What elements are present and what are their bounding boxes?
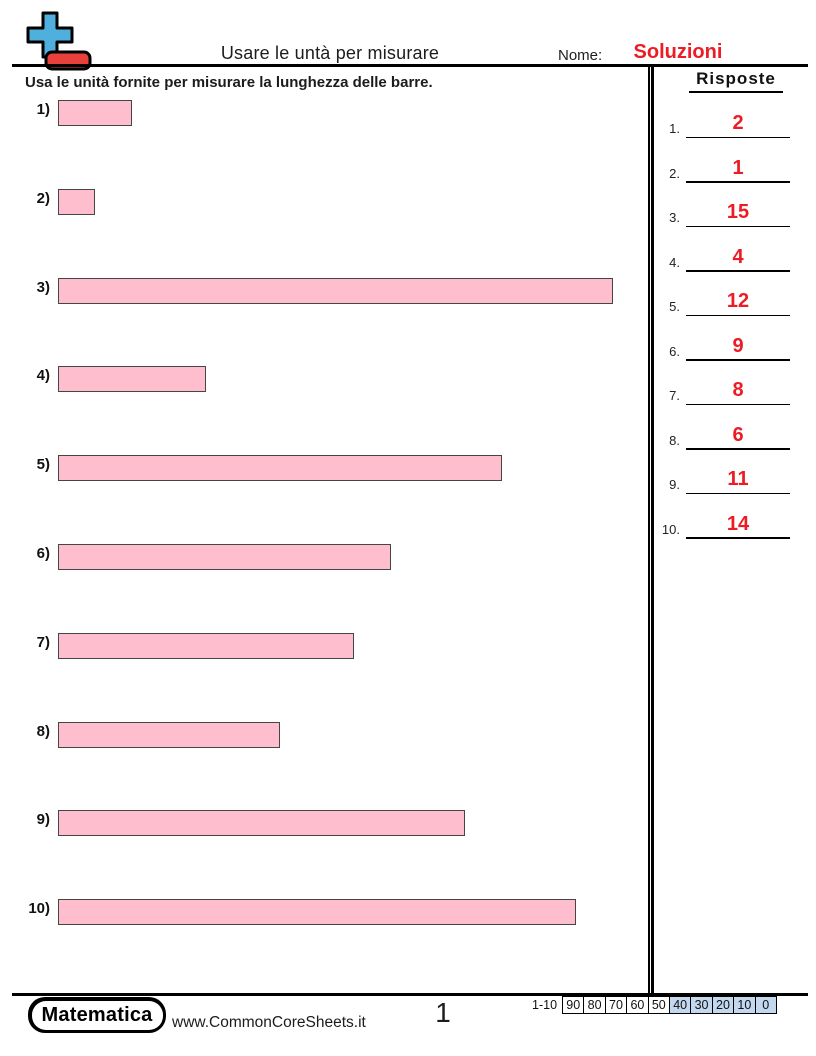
answer-blank-line [686, 181, 790, 183]
answer-blank-line [686, 270, 790, 272]
score-cell: 0 [754, 996, 777, 1014]
problem-row: 9) [0, 810, 650, 838]
page-number: 1 [435, 997, 451, 1028]
problem-number-label: 5) [36, 456, 50, 474]
problem-number-label: 8) [36, 722, 50, 740]
name-value-solutions: Soluzioni [633, 41, 723, 63]
answer-blank-line [686, 492, 790, 495]
score-cell: 10 [733, 996, 756, 1014]
problem-row: 5) [0, 455, 650, 483]
answer-value: 4 [732, 245, 744, 268]
brand-badge: Matematica [28, 997, 166, 1033]
instruction-text: Usa le unità fornite per misurare la lun… [25, 74, 433, 91]
score-cell: 90 [562, 996, 585, 1014]
problem-number-label: 3) [36, 278, 50, 296]
problem-number-label: 1) [36, 101, 50, 118]
website-url: www.CommonCoreSheets.it [172, 1014, 366, 1031]
answer-number-label: 9. [669, 477, 680, 493]
problem-number-label: 7) [36, 633, 50, 651]
score-cell: 80 [583, 996, 606, 1014]
answer-item: 1. 2 [654, 108, 792, 138]
answers-header-wrap: Risposte [658, 69, 814, 93]
answer-number-label: 7. [669, 388, 680, 404]
score-range-label: 1-10 [532, 998, 558, 1012]
answer-blank-line [686, 314, 790, 317]
problem-number-label: 4) [36, 367, 50, 385]
answer-value: 11 [727, 468, 749, 491]
answer-item: 6. 9 [654, 331, 792, 361]
measurement-bar [58, 188, 95, 215]
measurement-bar [58, 100, 132, 126]
answer-blank-line [686, 359, 790, 361]
score-cell: 40 [668, 996, 692, 1014]
score-cell: 50 [647, 996, 670, 1014]
answer-number-label: 8. [669, 432, 680, 448]
answer-value: 14 [726, 512, 750, 535]
answer-value: 8 [732, 379, 744, 402]
brand-name: Matematica [31, 1000, 163, 1030]
answer-blank-line [686, 537, 790, 539]
answer-blank-line [686, 403, 790, 406]
header-divider-line [12, 64, 808, 67]
answers-title: Risposte [689, 69, 783, 93]
problem-number-label: 2) [36, 189, 50, 207]
measurement-bar [58, 810, 465, 837]
answer-item: 3. 15 [654, 197, 792, 228]
score-cell: 60 [626, 996, 649, 1014]
answer-item: 7. 8 [654, 375, 792, 406]
answer-value: 12 [726, 290, 750, 313]
answer-number-label: 10. [661, 521, 680, 537]
answer-number-label: 3. [669, 210, 680, 226]
measurement-bar [58, 899, 576, 926]
measurement-bar [58, 366, 206, 393]
answer-value: 15 [726, 201, 750, 224]
answer-blank-line [686, 136, 790, 138]
problem-row: 3) [0, 277, 650, 306]
answer-number-label: 4. [669, 254, 680, 270]
score-cell: 30 [690, 996, 713, 1014]
measurement-bar [58, 544, 391, 570]
problem-row: 4) [0, 366, 650, 394]
page-title: Usare le untà per misurare [220, 43, 440, 63]
answer-number-label: 6. [669, 343, 680, 359]
answer-value: 9 [732, 334, 744, 357]
problem-row: 2) [0, 188, 650, 217]
name-label: Nome: [558, 47, 603, 64]
answer-blank-line [686, 448, 790, 450]
problem-row: 1) [0, 100, 650, 128]
measurement-bar [58, 632, 354, 659]
answer-number-label: 2. [669, 165, 680, 181]
problem-row: 7) [0, 632, 650, 661]
answer-item: 10. 14 [654, 509, 792, 539]
answer-item: 4. 4 [654, 242, 792, 272]
answer-number-label: 1. [669, 121, 680, 136]
score-cell: 20 [711, 996, 735, 1014]
answer-number-label: 5. [669, 299, 680, 315]
problem-number-label: 6) [36, 545, 50, 562]
answer-item: 5. 12 [654, 286, 792, 317]
problem-row: 6) [0, 544, 650, 572]
answer-value: 2 [732, 112, 744, 134]
answer-blank-line [686, 225, 790, 228]
measurement-bar [58, 455, 502, 482]
answer-item: 2. 1 [654, 153, 792, 183]
answer-value: 1 [732, 156, 744, 179]
answer-item: 9. 11 [654, 464, 792, 495]
answer-item: 8. 6 [654, 420, 792, 450]
problem-row: 10) [0, 899, 650, 927]
answers-divider-line [648, 66, 654, 994]
measurement-bar [58, 277, 613, 304]
footer-divider-line [12, 993, 808, 996]
problem-row: 8) [0, 721, 650, 750]
problem-number-label: 9) [36, 811, 50, 829]
score-cells: 90 80 70 60 50 40 30 20 10 0 [562, 996, 777, 1014]
problem-number-label: 10) [28, 900, 50, 918]
measurement-bar [58, 721, 280, 748]
answer-value: 6 [732, 423, 744, 446]
score-table: 1-10 90 80 70 60 50 40 30 20 10 0 [532, 996, 777, 1014]
score-cell: 70 [604, 996, 628, 1014]
